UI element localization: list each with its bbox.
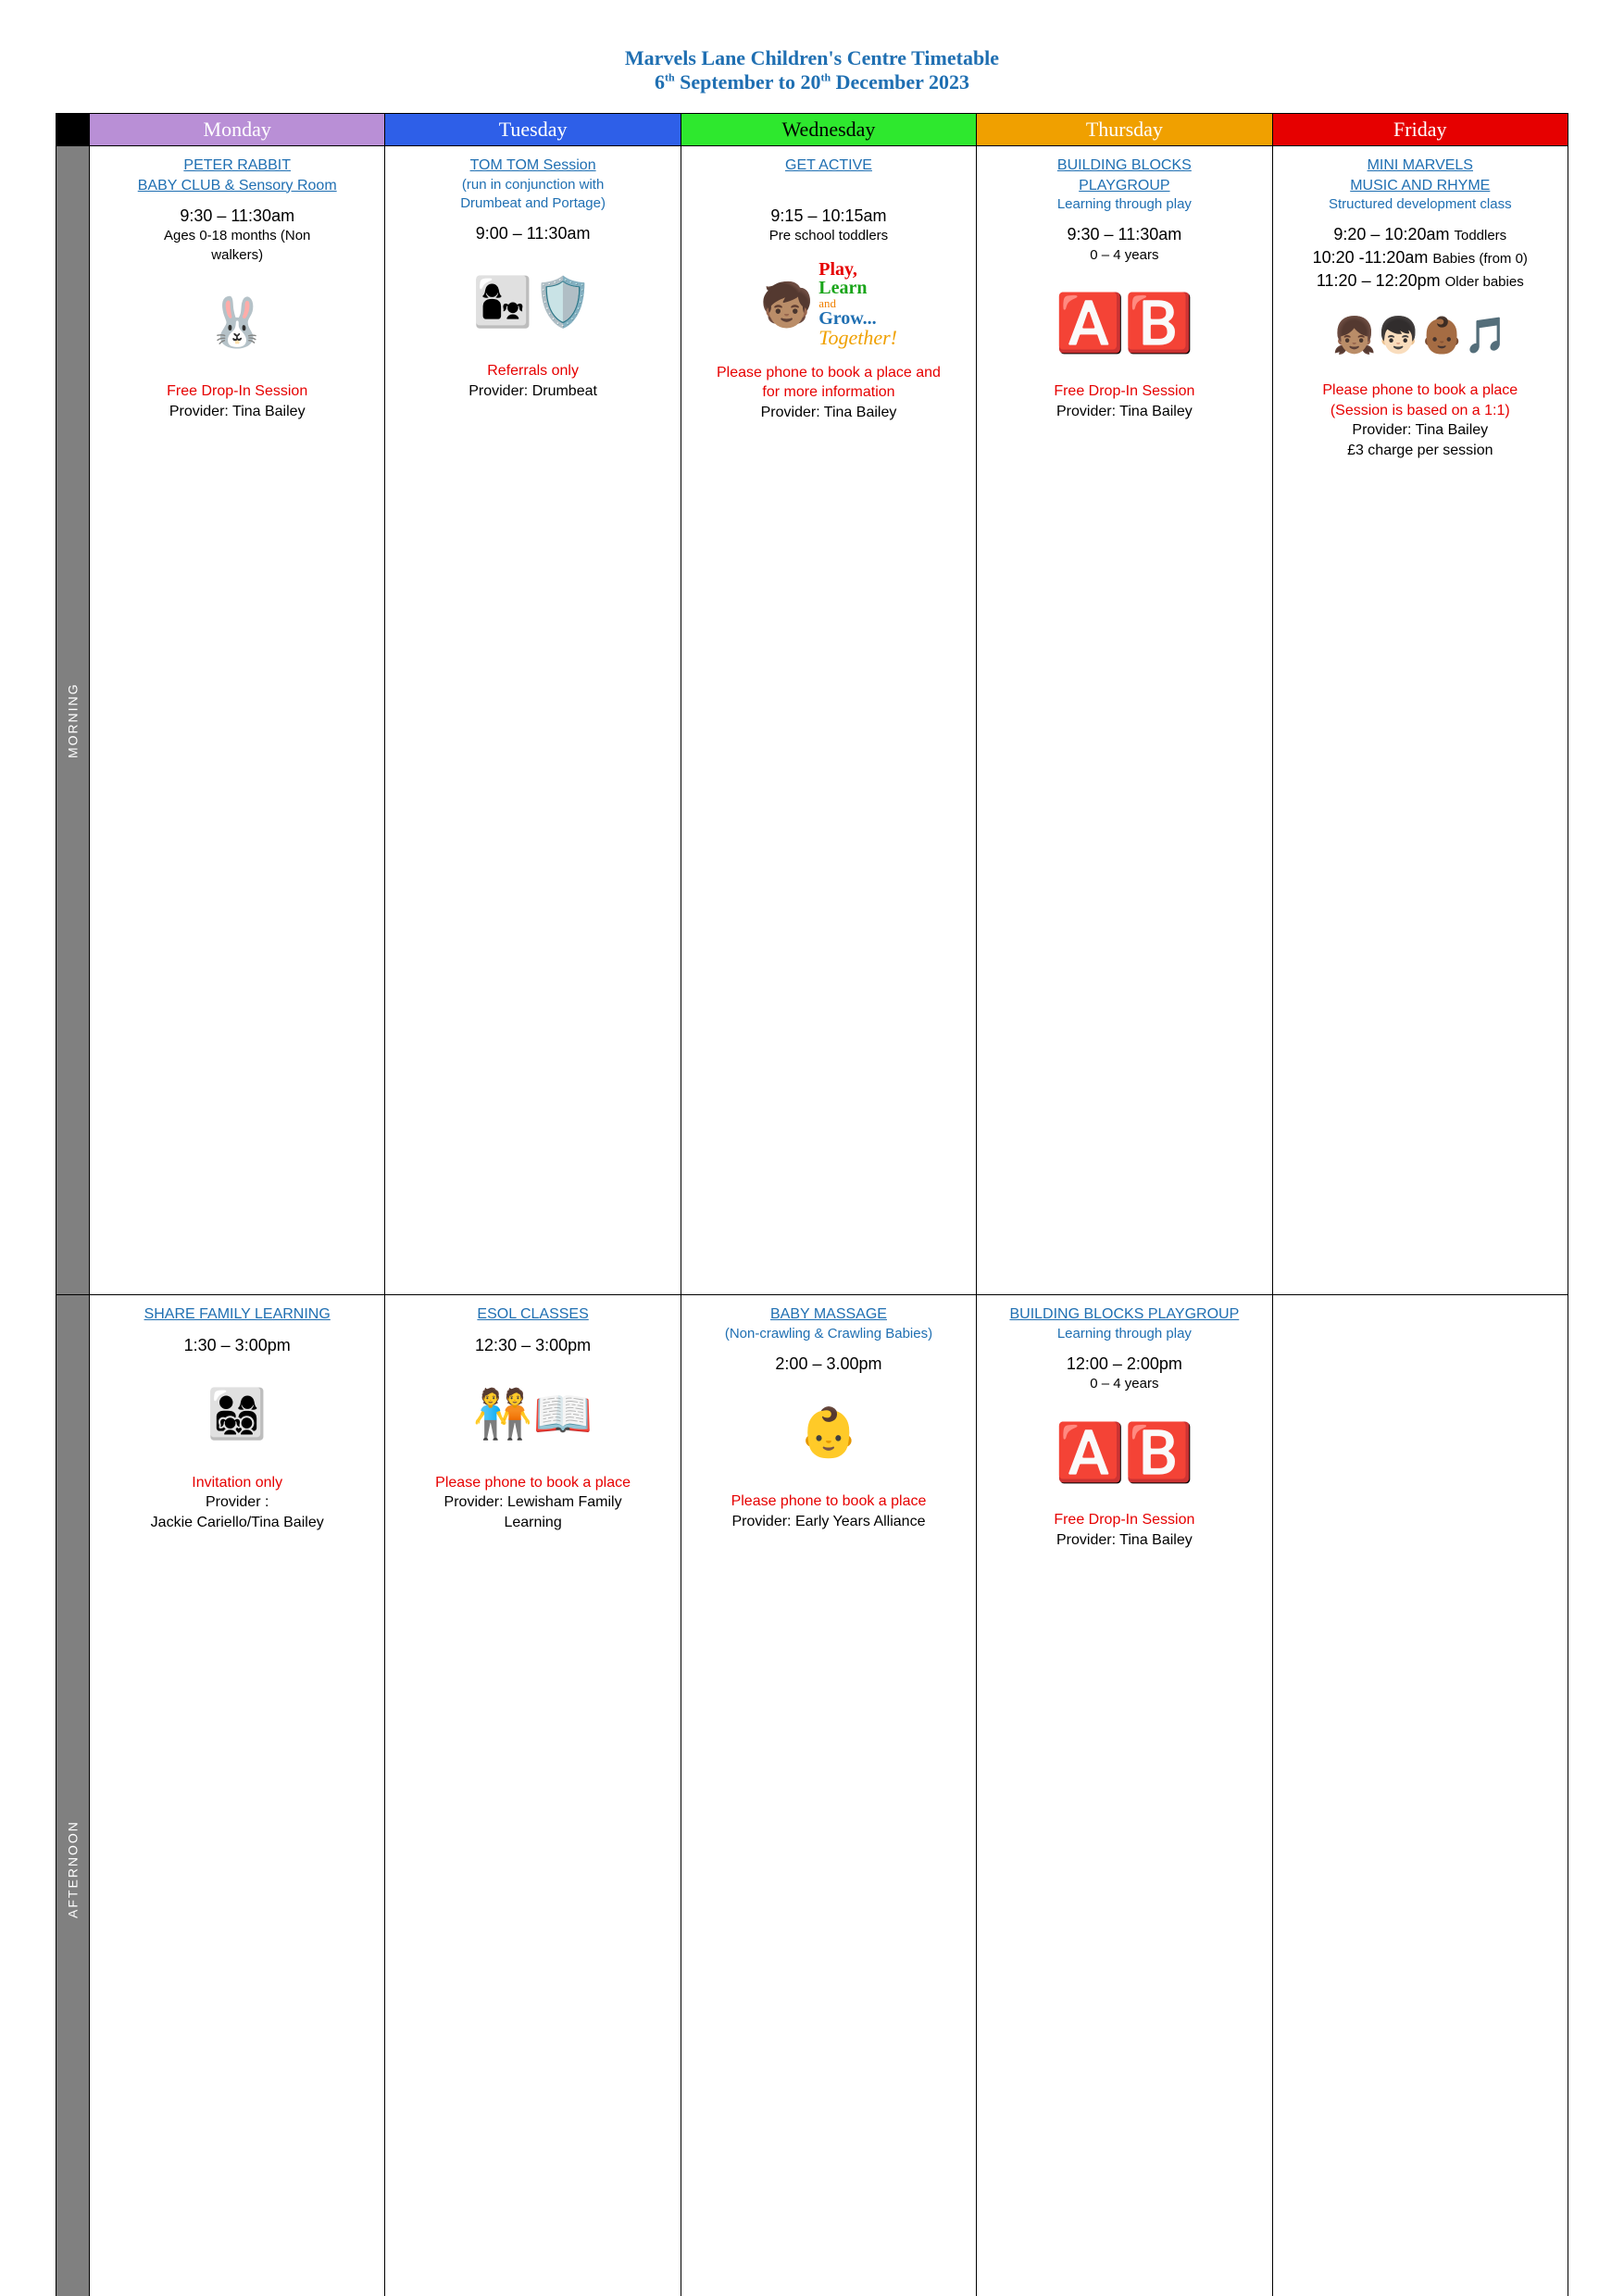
- session-title: SHARE FAMILY LEARNING: [144, 1306, 331, 1322]
- session-note: Please phone to book a place and: [689, 363, 968, 383]
- session-sub: Drumbeat and Portage): [393, 194, 672, 213]
- session-title: TOM TOM Session: [470, 157, 596, 173]
- session-title: BABY CLUB & Sensory Room: [138, 178, 337, 193]
- day-head-mon: Monday: [90, 114, 385, 146]
- session-provider: Jackie Cariello/Tina Bailey: [97, 1513, 377, 1533]
- session-title: BUILDING BLOCKS: [1057, 157, 1192, 173]
- session-provider: Provider: Drumbeat: [393, 381, 672, 402]
- row-label-morning: MORNING: [56, 146, 90, 1295]
- header-row: Monday Tuesday Wednesday Thursday Friday: [56, 114, 1568, 146]
- class-icon: 🧑‍🤝‍🧑📖: [393, 1364, 672, 1466]
- play-learn-icon: 🧒🏽 Play, Learn and Grow... Together!: [689, 254, 968, 356]
- drumbeat-icon: 👩‍👧🛡️: [393, 252, 672, 354]
- session-detail: Pre school toddlers: [689, 227, 968, 245]
- session-note: Referrals only: [393, 361, 672, 381]
- session-provider: Provider: Tina Bailey: [984, 1530, 1264, 1551]
- session-time: 12:00 – 2:00pm: [984, 1353, 1264, 1375]
- timetable: Monday Tuesday Wednesday Thursday Friday…: [56, 113, 1568, 2296]
- session-title: MUSIC AND RHYME: [1350, 178, 1490, 193]
- session-provider: Provider: Tina Bailey: [984, 402, 1264, 422]
- afternoon-row: AFTERNOON SHARE FAMILY LEARNING 1:30 – 3…: [56, 1295, 1568, 2296]
- session-time: 9:30 – 11:30am: [97, 205, 377, 227]
- session-title: BABY MASSAGE: [770, 1306, 887, 1322]
- blocks-icon: 🅰️🅱️: [984, 272, 1264, 374]
- cell-afternoon-tue: ESOL CLASSES 12:30 – 3:00pm 🧑‍🤝‍🧑📖 Pleas…: [385, 1295, 681, 2296]
- cell-afternoon-mon: SHARE FAMILY LEARNING 1:30 – 3:00pm 👨‍👩‍…: [90, 1295, 385, 2296]
- session-time: 1:30 – 3:00pm: [97, 1334, 377, 1356]
- session-note: (Session is based on a 1:1): [1280, 401, 1560, 421]
- row-label-afternoon: AFTERNOON: [56, 1295, 90, 2296]
- session-time: 9:00 – 11:30am: [393, 222, 672, 244]
- cell-morning-wed: GET ACTIVE 9:15 – 10:15am Pre school tod…: [681, 146, 976, 1295]
- session-provider: Learning: [393, 1513, 672, 1533]
- session-provider: Provider: Lewisham Family: [393, 1492, 672, 1513]
- day-head-tue: Tuesday: [385, 114, 681, 146]
- cell-afternoon-thu: BUILDING BLOCKS PLAYGROUP Learning throu…: [977, 1295, 1272, 2296]
- day-head-thu: Thursday: [977, 114, 1272, 146]
- session-charge: £3 charge per session: [1280, 441, 1560, 461]
- session-note: Please phone to book a place: [689, 1491, 968, 1512]
- session-provider: Provider: Tina Bailey: [97, 402, 377, 422]
- session-note: Please phone to book a place: [1280, 381, 1560, 401]
- baby-icon: 👶: [689, 1382, 968, 1484]
- title-line-1: Marvels Lane Children's Centre Timetable: [56, 46, 1568, 70]
- session-time: 12:30 – 3:00pm: [393, 1334, 672, 1356]
- session-note: Free Drop-In Session: [984, 381, 1264, 402]
- morning-row: MORNING PETER RABBIT BABY CLUB & Sensory…: [56, 146, 1568, 1295]
- cell-morning-thu: BUILDING BLOCKS PLAYGROUP Learning throu…: [977, 146, 1272, 1295]
- session-note: Invitation only: [97, 1473, 377, 1493]
- children-music-icon: 👧🏽👦🏻👶🏾🎵: [1280, 299, 1560, 373]
- session-sub: Learning through play: [984, 195, 1264, 214]
- session-title: GET ACTIVE: [785, 157, 872, 173]
- header: Marvels Lane Children's Centre Timetable…: [56, 46, 1568, 94]
- family-icon: 👨‍👩‍👧‍👦: [97, 1364, 377, 1466]
- session-title: ESOL CLASSES: [477, 1306, 588, 1322]
- session-sub: (run in conjunction with: [393, 176, 672, 194]
- session-detail: walkers): [97, 246, 377, 265]
- session-sub: Structured development class: [1280, 195, 1560, 214]
- session-time: 9:15 – 10:15am: [689, 205, 968, 227]
- session-sub: (Non-crawling & Crawling Babies): [689, 1325, 968, 1343]
- session-provider: Provider :: [97, 1492, 377, 1513]
- session-detail: 0 – 4 years: [984, 246, 1264, 265]
- title-line-2: 6th September to 20th December 2023: [56, 70, 1568, 94]
- session-title: PETER RABBIT: [183, 157, 291, 173]
- day-head-fri: Friday: [1272, 114, 1568, 146]
- session-time: 2:00 – 3.00pm: [689, 1353, 968, 1375]
- session-note: Please phone to book a place: [393, 1473, 672, 1493]
- session-sub: Learning through play: [984, 1325, 1264, 1343]
- corner-cell: [56, 114, 90, 146]
- cell-afternoon-wed: BABY MASSAGE (Non-crawling & Crawling Ba…: [681, 1295, 976, 2296]
- cell-morning-tue: TOM TOM Session (run in conjunction with…: [385, 146, 681, 1295]
- session-note: for more information: [689, 382, 968, 403]
- session-title: PLAYGROUP: [1079, 178, 1169, 193]
- session-time: 9:30 – 11:30am: [984, 223, 1264, 245]
- blocks-icon: 🅰️🅱️: [984, 1401, 1264, 1503]
- session-provider: Provider: Tina Bailey: [1280, 420, 1560, 441]
- session-title: MINI MARVELS: [1368, 157, 1473, 173]
- day-head-wed: Wednesday: [681, 114, 976, 146]
- cell-morning-fri: MINI MARVELS MUSIC AND RHYME Structured …: [1272, 146, 1568, 1295]
- session-note: Free Drop-In Session: [97, 381, 377, 402]
- session-detail: Ages 0-18 months (Non: [97, 227, 377, 245]
- session-note: Free Drop-In Session: [984, 1510, 1264, 1530]
- cell-afternoon-fri: [1272, 1295, 1568, 2296]
- session-detail: 0 – 4 years: [984, 1375, 1264, 1393]
- session-title: BUILDING BLOCKS PLAYGROUP: [1009, 1306, 1239, 1322]
- rabbit-icon: 🐰: [97, 272, 377, 374]
- session-provider: Provider: Tina Bailey: [689, 403, 968, 423]
- cell-morning-mon: PETER RABBIT BABY CLUB & Sensory Room 9:…: [90, 146, 385, 1295]
- session-provider: Provider: Early Years Alliance: [689, 1512, 968, 1532]
